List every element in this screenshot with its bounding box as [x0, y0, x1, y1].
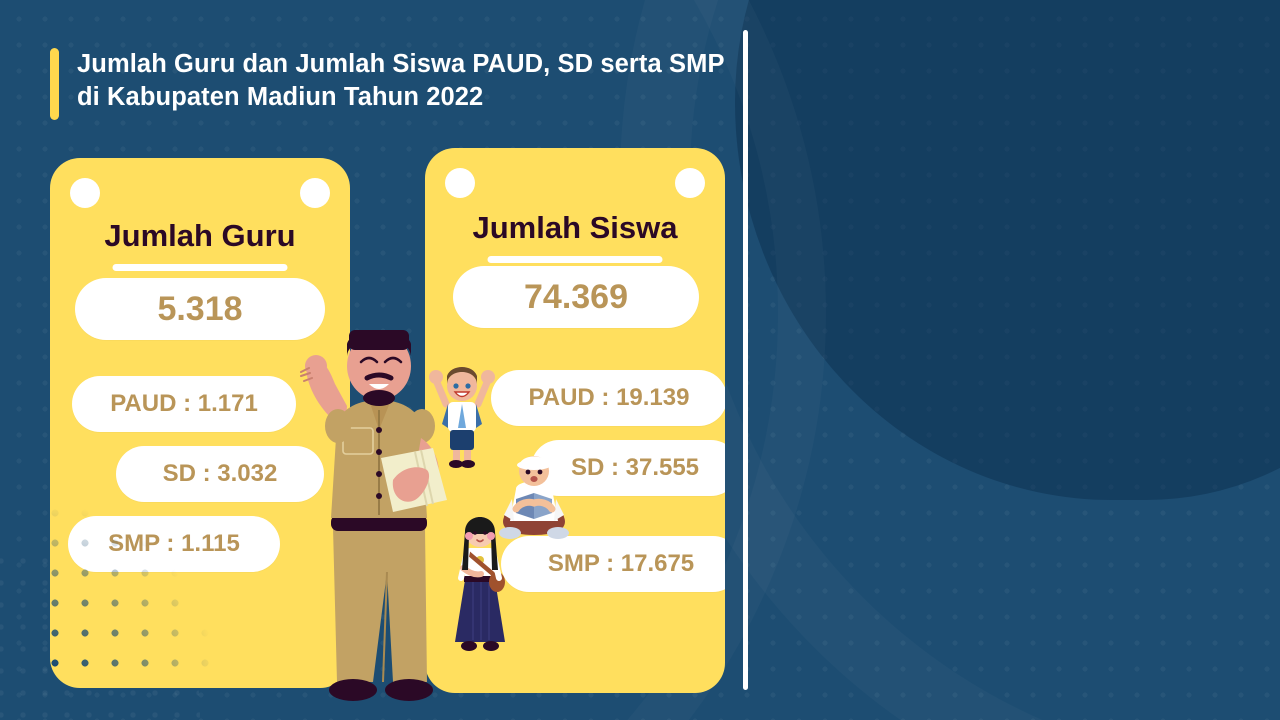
- left-title-text: Jumlah Guru dan Jumlah Siswa PAUD, SD se…: [77, 50, 725, 112]
- card-hole-left: [70, 178, 100, 208]
- guru-total-value: 5.318: [75, 278, 325, 340]
- guru-smp-value: SMP : 1.115: [68, 516, 280, 572]
- card-hole-right: [300, 178, 330, 208]
- student-smp-illustration: [455, 517, 505, 651]
- siswa-sd-value: SD : 37.555: [531, 440, 725, 496]
- left-panel-title: Jumlah Guru dan Jumlah Siswa PAUD, SD se…: [50, 48, 730, 120]
- card-siswa-heading: Jumlah Siswa: [472, 210, 678, 245]
- card-hole-right: [675, 168, 705, 198]
- panel-divider: [743, 30, 748, 690]
- siswa-paud-value: PAUD : 19.139: [491, 370, 725, 426]
- card-siswa-rule: [487, 256, 663, 263]
- teacher-illustration: [300, 330, 447, 701]
- siswa-total-value: 74.369: [453, 266, 699, 328]
- right-panel: Jumlah Guru dan Jumlah Siswa jenjang pen…: [745, 0, 1280, 720]
- card-guru-rule: [112, 264, 288, 271]
- guru-paud-value: PAUD : 1.171: [72, 376, 296, 432]
- card-hole-left: [445, 168, 475, 198]
- left-panel: Jumlah Guru dan Jumlah Siswa PAUD, SD se…: [50, 48, 730, 701]
- title-accent-bar: [50, 48, 59, 120]
- card-guru-heading: Jumlah Guru: [104, 218, 296, 253]
- student-paud-illustration: [429, 367, 495, 468]
- siswa-smp-value: SMP : 17.675: [501, 536, 725, 592]
- student-sd-illustration: [499, 456, 569, 539]
